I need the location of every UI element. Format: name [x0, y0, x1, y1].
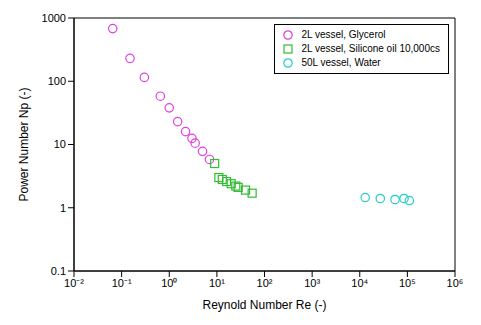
html-text:2L vessel, Silicone oil 10,000: 2L vessel, Silicone oil 10,000cs [301, 43, 440, 54]
svg-text:10¹: 10¹ [209, 277, 225, 289]
html-text:50L vessel, Water: 50L vessel, Water [301, 57, 381, 68]
svg-text:10⁻²: 10⁻² [64, 277, 84, 289]
svg-text:1: 1 [60, 202, 66, 214]
svg-text:10⁶: 10⁶ [447, 277, 464, 289]
svg-text:Reynold Number Re (-): Reynold Number Re (-) [202, 298, 326, 312]
svg-text:10⁵: 10⁵ [399, 277, 416, 289]
svg-text:Power Number Np (-): Power Number Np (-) [17, 87, 31, 201]
svg-text:100: 100 [48, 75, 66, 87]
svg-text:10⁰: 10⁰ [161, 277, 177, 289]
html-text:2L vessel, Glycerol: 2L vessel, Glycerol [301, 29, 386, 40]
svg-text:0.1: 0.1 [51, 265, 66, 277]
svg-text:1000: 1000 [42, 12, 66, 24]
svg-text:10⁻¹: 10⁻¹ [112, 277, 132, 289]
svg-text:10³: 10³ [304, 277, 320, 289]
svg-text:10: 10 [54, 138, 66, 150]
svg-text:10⁴: 10⁴ [351, 277, 368, 289]
svg-text:10²: 10² [257, 277, 273, 289]
